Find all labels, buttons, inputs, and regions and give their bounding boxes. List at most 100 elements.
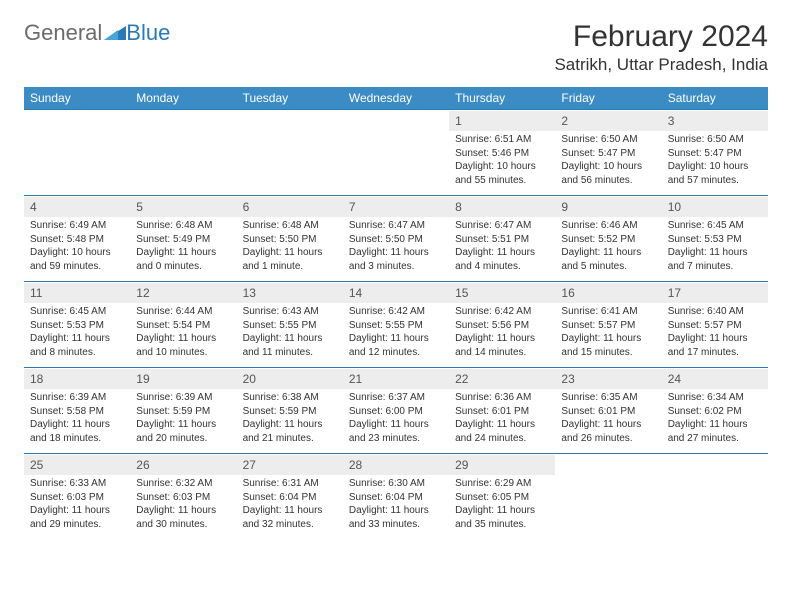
calendar-cell: 8Sunrise: 6:47 AMSunset: 5:51 PMDaylight…	[449, 196, 555, 282]
sunrise-text: Sunrise: 6:38 AM	[243, 391, 337, 405]
daylight-text: Daylight: 10 hours and 59 minutes.	[30, 246, 124, 273]
calendar-row: 25Sunrise: 6:33 AMSunset: 6:03 PMDayligh…	[24, 454, 768, 540]
day-number: 5	[130, 196, 236, 217]
sunset-text: Sunset: 5:47 PM	[668, 147, 762, 161]
calendar-cell: 17Sunrise: 6:40 AMSunset: 5:57 PMDayligh…	[662, 282, 768, 368]
day-number	[24, 110, 130, 131]
calendar-cell: 12Sunrise: 6:44 AMSunset: 5:54 PMDayligh…	[130, 282, 236, 368]
sunset-text: Sunset: 6:04 PM	[243, 491, 337, 505]
sunrise-text: Sunrise: 6:42 AM	[349, 305, 443, 319]
sunset-text: Sunset: 5:51 PM	[455, 233, 549, 247]
sunrise-text: Sunrise: 6:47 AM	[349, 219, 443, 233]
sunset-text: Sunset: 5:58 PM	[30, 405, 124, 419]
sunrise-text: Sunrise: 6:45 AM	[30, 305, 124, 319]
day-number: 12	[130, 282, 236, 303]
day-number: 27	[237, 454, 343, 475]
title-block: February 2024 Satrikh, Uttar Pradesh, In…	[554, 20, 768, 75]
day-details: Sunrise: 6:47 AMSunset: 5:50 PMDaylight:…	[343, 217, 449, 281]
day-number: 20	[237, 368, 343, 389]
calendar-cell: 3Sunrise: 6:50 AMSunset: 5:47 PMDaylight…	[662, 110, 768, 196]
sunset-text: Sunset: 5:50 PM	[349, 233, 443, 247]
location-subtitle: Satrikh, Uttar Pradesh, India	[554, 55, 768, 75]
sunset-text: Sunset: 6:01 PM	[561, 405, 655, 419]
sunset-text: Sunset: 6:00 PM	[349, 405, 443, 419]
brand-logo: General Blue	[24, 20, 170, 46]
daylight-text: Daylight: 11 hours and 5 minutes.	[561, 246, 655, 273]
day-number: 16	[555, 282, 661, 303]
daylight-text: Daylight: 11 hours and 14 minutes.	[455, 332, 549, 359]
daylight-text: Daylight: 11 hours and 23 minutes.	[349, 418, 443, 445]
calendar-cell	[237, 110, 343, 196]
day-number: 28	[343, 454, 449, 475]
calendar-cell: 28Sunrise: 6:30 AMSunset: 6:04 PMDayligh…	[343, 454, 449, 540]
calendar-cell: 27Sunrise: 6:31 AMSunset: 6:04 PMDayligh…	[237, 454, 343, 540]
day-number: 10	[662, 196, 768, 217]
calendar-cell: 11Sunrise: 6:45 AMSunset: 5:53 PMDayligh…	[24, 282, 130, 368]
sunrise-text: Sunrise: 6:31 AM	[243, 477, 337, 491]
day-number	[555, 454, 661, 475]
daylight-text: Daylight: 11 hours and 11 minutes.	[243, 332, 337, 359]
day-number: 3	[662, 110, 768, 131]
brand-word-1: General	[24, 20, 102, 46]
day-details: Sunrise: 6:41 AMSunset: 5:57 PMDaylight:…	[555, 303, 661, 367]
day-number: 15	[449, 282, 555, 303]
sunset-text: Sunset: 5:57 PM	[561, 319, 655, 333]
day-number: 13	[237, 282, 343, 303]
dayhead-fri: Friday	[555, 87, 661, 110]
sunset-text: Sunset: 5:53 PM	[30, 319, 124, 333]
sunrise-text: Sunrise: 6:46 AM	[561, 219, 655, 233]
sunrise-text: Sunrise: 6:49 AM	[30, 219, 124, 233]
sunrise-text: Sunrise: 6:35 AM	[561, 391, 655, 405]
sunset-text: Sunset: 5:57 PM	[668, 319, 762, 333]
daylight-text: Daylight: 11 hours and 12 minutes.	[349, 332, 443, 359]
calendar-cell: 18Sunrise: 6:39 AMSunset: 5:58 PMDayligh…	[24, 368, 130, 454]
day-number: 18	[24, 368, 130, 389]
day-details: Sunrise: 6:44 AMSunset: 5:54 PMDaylight:…	[130, 303, 236, 367]
sunset-text: Sunset: 5:53 PM	[668, 233, 762, 247]
daylight-text: Daylight: 10 hours and 55 minutes.	[455, 160, 549, 187]
calendar-cell: 20Sunrise: 6:38 AMSunset: 5:59 PMDayligh…	[237, 368, 343, 454]
day-details: Sunrise: 6:45 AMSunset: 5:53 PMDaylight:…	[662, 217, 768, 281]
sunrise-text: Sunrise: 6:29 AM	[455, 477, 549, 491]
sunrise-text: Sunrise: 6:32 AM	[136, 477, 230, 491]
sunset-text: Sunset: 5:56 PM	[455, 319, 549, 333]
sunset-text: Sunset: 5:55 PM	[349, 319, 443, 333]
sunrise-text: Sunrise: 6:45 AM	[668, 219, 762, 233]
day-details: Sunrise: 6:43 AMSunset: 5:55 PMDaylight:…	[237, 303, 343, 367]
day-details: Sunrise: 6:29 AMSunset: 6:05 PMDaylight:…	[449, 475, 555, 539]
sunset-text: Sunset: 6:01 PM	[455, 405, 549, 419]
calendar-cell: 4Sunrise: 6:49 AMSunset: 5:48 PMDaylight…	[24, 196, 130, 282]
calendar-cell: 21Sunrise: 6:37 AMSunset: 6:00 PMDayligh…	[343, 368, 449, 454]
day-details: Sunrise: 6:30 AMSunset: 6:04 PMDaylight:…	[343, 475, 449, 539]
sunset-text: Sunset: 6:03 PM	[30, 491, 124, 505]
calendar-cell	[24, 110, 130, 196]
day-details: Sunrise: 6:47 AMSunset: 5:51 PMDaylight:…	[449, 217, 555, 281]
day-details: Sunrise: 6:35 AMSunset: 6:01 PMDaylight:…	[555, 389, 661, 453]
sunset-text: Sunset: 5:55 PM	[243, 319, 337, 333]
daylight-text: Daylight: 11 hours and 7 minutes.	[668, 246, 762, 273]
daylight-text: Daylight: 11 hours and 21 minutes.	[243, 418, 337, 445]
calendar-cell: 23Sunrise: 6:35 AMSunset: 6:01 PMDayligh…	[555, 368, 661, 454]
day-number: 14	[343, 282, 449, 303]
page-title: February 2024	[554, 20, 768, 53]
sunset-text: Sunset: 6:03 PM	[136, 491, 230, 505]
daylight-text: Daylight: 11 hours and 17 minutes.	[668, 332, 762, 359]
calendar-row: 11Sunrise: 6:45 AMSunset: 5:53 PMDayligh…	[24, 282, 768, 368]
dayhead-wed: Wednesday	[343, 87, 449, 110]
day-number: 29	[449, 454, 555, 475]
daylight-text: Daylight: 11 hours and 1 minute.	[243, 246, 337, 273]
sunrise-text: Sunrise: 6:48 AM	[243, 219, 337, 233]
dayhead-tue: Tuesday	[237, 87, 343, 110]
calendar-cell: 19Sunrise: 6:39 AMSunset: 5:59 PMDayligh…	[130, 368, 236, 454]
calendar-cell: 2Sunrise: 6:50 AMSunset: 5:47 PMDaylight…	[555, 110, 661, 196]
day-details: Sunrise: 6:36 AMSunset: 6:01 PMDaylight:…	[449, 389, 555, 453]
dayhead-sun: Sunday	[24, 87, 130, 110]
day-details: Sunrise: 6:50 AMSunset: 5:47 PMDaylight:…	[555, 131, 661, 195]
day-details: Sunrise: 6:49 AMSunset: 5:48 PMDaylight:…	[24, 217, 130, 281]
day-details	[24, 131, 130, 185]
day-number: 22	[449, 368, 555, 389]
day-details: Sunrise: 6:40 AMSunset: 5:57 PMDaylight:…	[662, 303, 768, 367]
day-details: Sunrise: 6:39 AMSunset: 5:59 PMDaylight:…	[130, 389, 236, 453]
day-number: 23	[555, 368, 661, 389]
day-details: Sunrise: 6:42 AMSunset: 5:56 PMDaylight:…	[449, 303, 555, 367]
